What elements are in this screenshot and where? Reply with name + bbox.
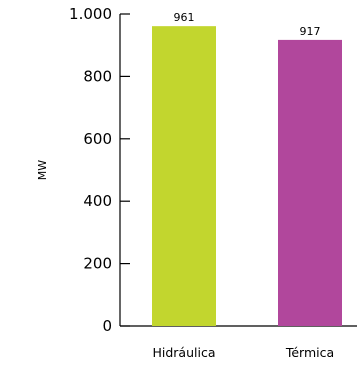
category-label: Térmica xyxy=(285,345,334,360)
bars xyxy=(152,26,342,327)
y-tick-label: 600 xyxy=(83,130,112,148)
y-tick-label: 800 xyxy=(83,67,112,85)
y-axis: 0 200 400 600 800 1.000 xyxy=(69,5,130,335)
y-tick-label: 1.000 xyxy=(69,5,112,23)
bar-1 xyxy=(152,26,216,326)
bar-value-label: 917 xyxy=(300,25,321,38)
y-tick-label: 400 xyxy=(83,192,112,210)
category-labels: Hidráulica Térmica xyxy=(152,345,334,360)
value-labels: 961 917 xyxy=(174,11,321,38)
bar-value-label: 961 xyxy=(174,11,195,24)
bar-2 xyxy=(278,39,342,327)
y-tick-label: 200 xyxy=(83,255,112,273)
y-axis-title: MW xyxy=(36,160,49,180)
y-tick-label: 0 xyxy=(102,317,112,335)
category-label: Hidráulica xyxy=(152,345,215,360)
